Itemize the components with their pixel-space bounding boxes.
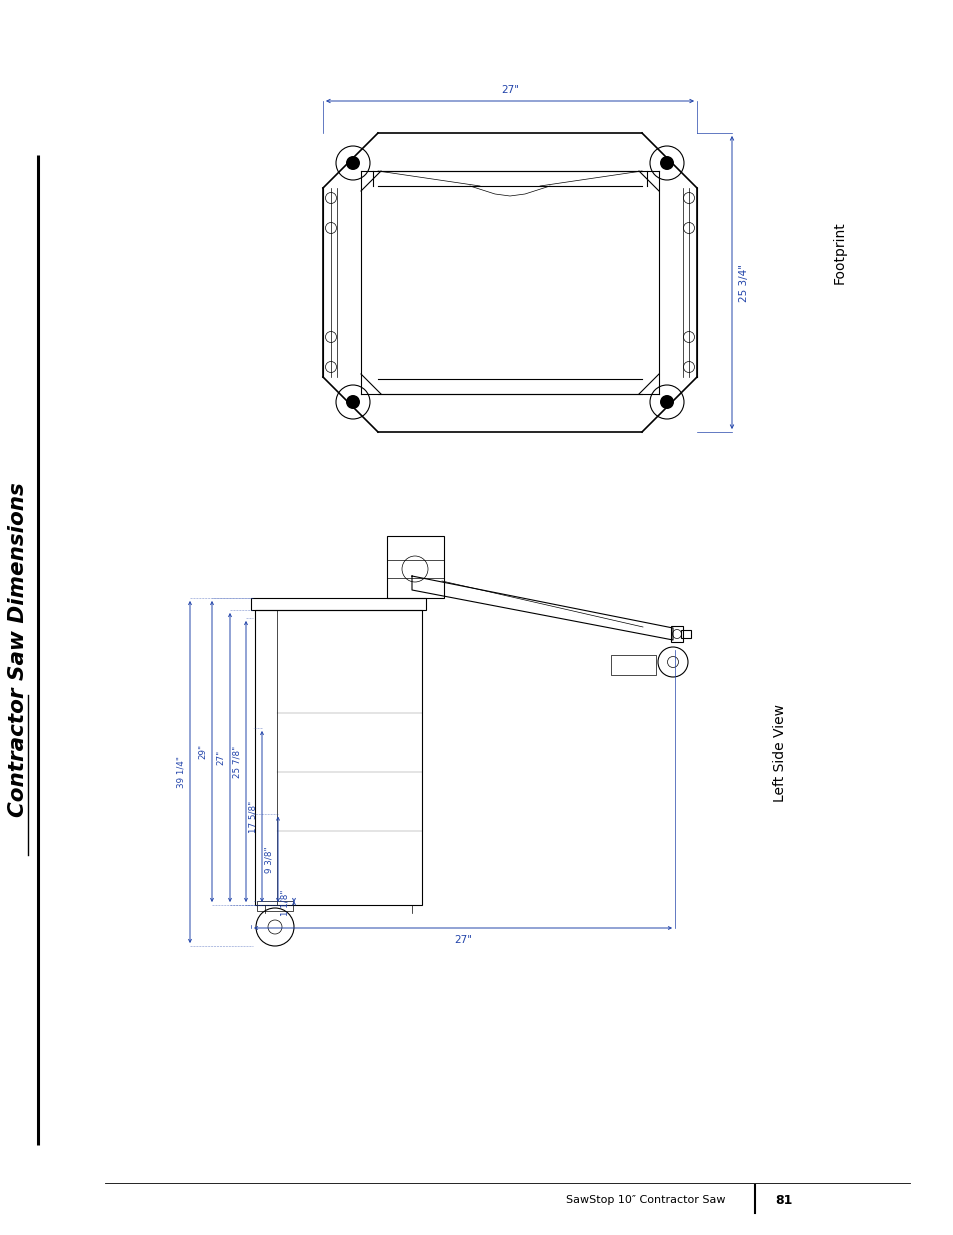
Bar — [610, 655, 656, 676]
Text: 81: 81 — [774, 1193, 792, 1207]
Bar — [387, 536, 443, 598]
Text: 27": 27" — [215, 750, 225, 766]
Bar — [251, 598, 426, 610]
Text: 27": 27" — [500, 85, 518, 95]
Bar — [670, 626, 682, 642]
Text: Left Side View: Left Side View — [772, 704, 786, 802]
Bar — [254, 610, 421, 905]
Bar — [256, 902, 293, 911]
Text: 25 3/4": 25 3/4" — [739, 263, 748, 301]
Circle shape — [659, 156, 673, 170]
Bar — [680, 630, 690, 638]
Circle shape — [346, 395, 359, 409]
Text: SawStop 10″ Contractor Saw: SawStop 10″ Contractor Saw — [565, 1195, 724, 1205]
Text: Footprint: Footprint — [832, 221, 846, 284]
Text: 17 5/8": 17 5/8" — [248, 800, 256, 832]
Text: 27": 27" — [454, 935, 472, 945]
Text: 9 3/8": 9 3/8" — [264, 846, 273, 873]
Text: Contractor Saw Dimensions: Contractor Saw Dimensions — [8, 483, 28, 818]
Text: 29": 29" — [198, 743, 207, 760]
Text: 25 7/8": 25 7/8" — [232, 746, 241, 778]
Text: 39 1/4": 39 1/4" — [175, 756, 185, 788]
Text: 1 1/8": 1 1/8" — [280, 889, 289, 916]
Circle shape — [346, 156, 359, 170]
Circle shape — [659, 395, 673, 409]
